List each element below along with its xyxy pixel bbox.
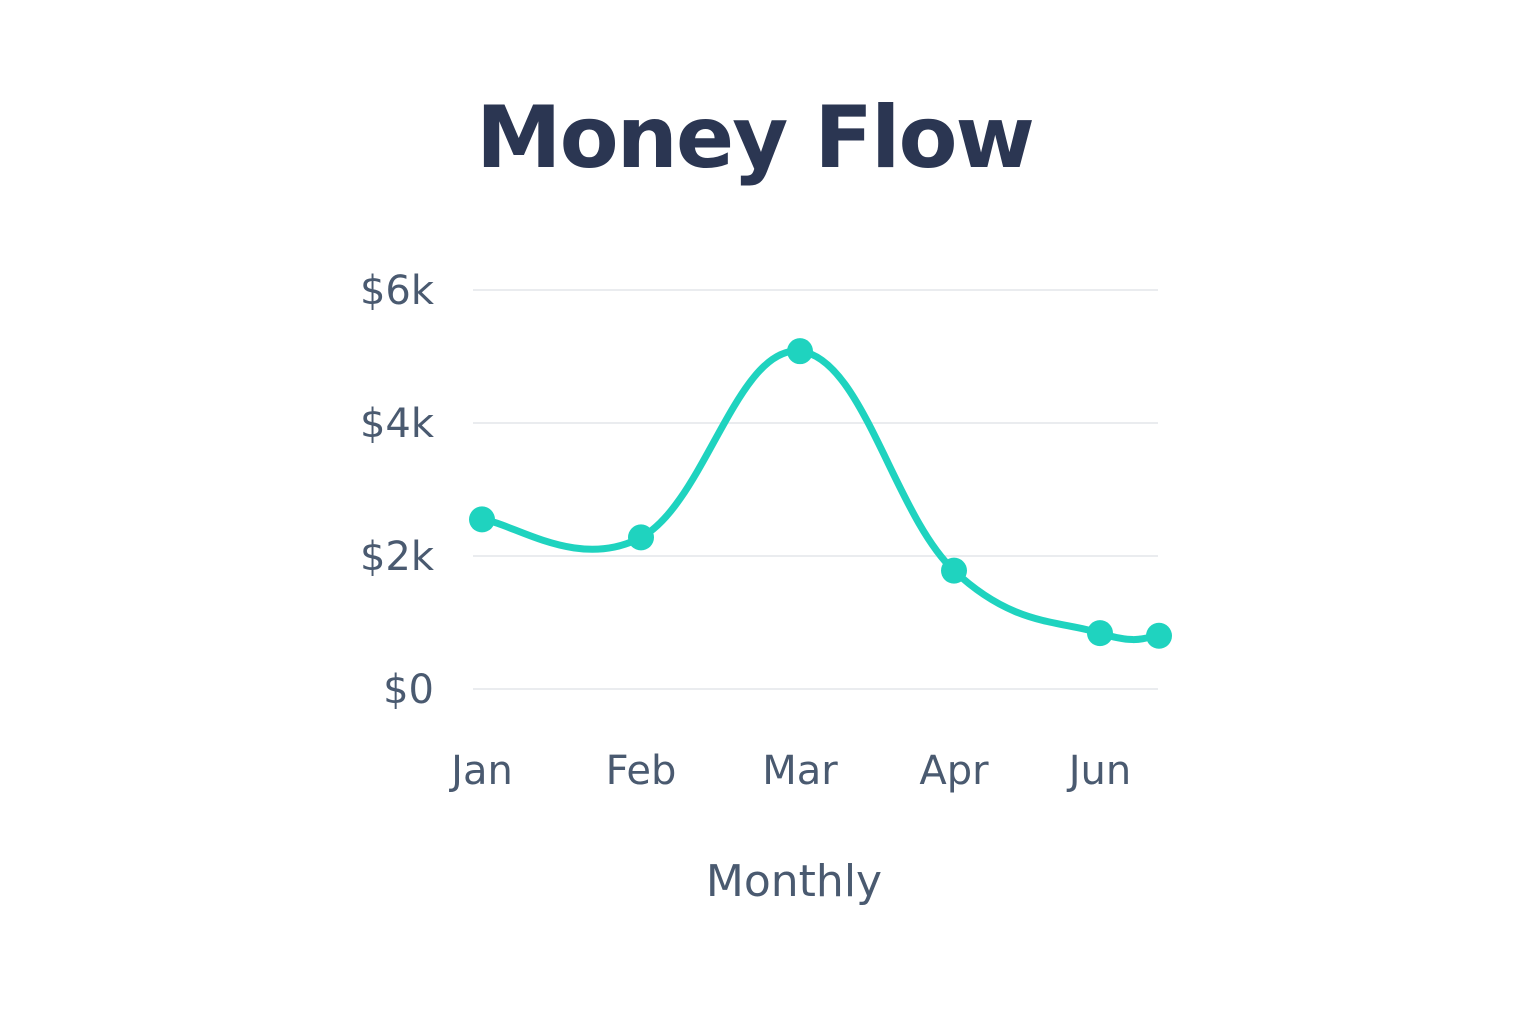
y-tick-label: $0 xyxy=(383,667,434,713)
data-point xyxy=(469,506,495,533)
chart-title: Money Flow xyxy=(476,88,1035,188)
x-axis-ticks: Jan Feb Mar Apr Jun xyxy=(448,748,1131,794)
data-point xyxy=(941,557,967,584)
data-points xyxy=(469,338,1172,649)
series-line xyxy=(478,347,1163,644)
y-tick-label: $4k xyxy=(360,401,435,447)
x-tick-label: Mar xyxy=(762,748,838,794)
x-axis-title: Monthly xyxy=(706,856,882,907)
y-tick-label: $6k xyxy=(360,268,435,314)
y-tick-label: $2k xyxy=(360,534,435,580)
x-tick-label: Jun xyxy=(1066,748,1132,794)
data-point xyxy=(1087,620,1113,647)
x-tick-label: Apr xyxy=(919,748,989,794)
data-point xyxy=(628,524,654,551)
x-tick-label: Jan xyxy=(448,748,513,794)
data-point xyxy=(1146,622,1172,649)
x-tick-label: Feb xyxy=(606,748,677,794)
data-point xyxy=(787,338,813,365)
series-line-layer xyxy=(478,347,1163,644)
gridlines xyxy=(473,289,1158,690)
y-axis-ticks: $0 $2k $4k $6k xyxy=(360,268,435,713)
